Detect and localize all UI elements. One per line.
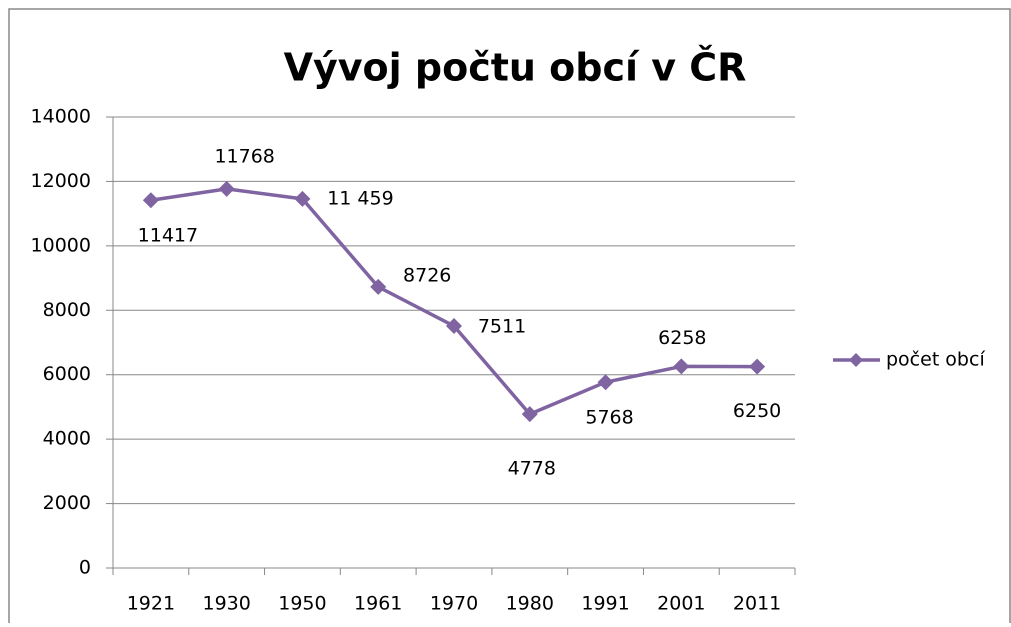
y-tick-label: 12000 bbox=[31, 170, 91, 192]
y-tick-label: 8000 bbox=[43, 299, 91, 321]
y-tick-label: 6000 bbox=[43, 363, 91, 385]
data-point bbox=[218, 180, 235, 197]
data-label: 11768 bbox=[214, 145, 274, 167]
x-tick-label: 1961 bbox=[354, 593, 402, 615]
y-tick-label: 0 bbox=[79, 557, 91, 579]
x-tick-label: 1970 bbox=[430, 593, 478, 615]
x-tick-label: 1921 bbox=[127, 593, 175, 615]
x-tick-label: 1991 bbox=[581, 593, 629, 615]
data-label: 8726 bbox=[403, 264, 451, 286]
data-label: 4778 bbox=[508, 458, 556, 480]
y-tick-label: 14000 bbox=[31, 106, 91, 128]
data-label: 11417 bbox=[138, 225, 198, 247]
data-label: 11 459 bbox=[327, 187, 393, 209]
legend-label: počet obcí bbox=[886, 349, 985, 371]
data-point bbox=[142, 192, 159, 209]
x-tick-label: 1980 bbox=[506, 593, 554, 615]
data-label: 6258 bbox=[658, 327, 706, 349]
data-point bbox=[521, 406, 538, 423]
data-label: 7511 bbox=[478, 316, 526, 338]
y-tick-label: 10000 bbox=[31, 234, 91, 256]
y-tick-label: 4000 bbox=[43, 428, 91, 450]
data-point bbox=[294, 190, 311, 207]
chart-frame bbox=[8, 8, 1011, 627]
x-tick-label: 2011 bbox=[733, 593, 781, 615]
data-point bbox=[597, 374, 614, 391]
legend-marker bbox=[849, 353, 863, 367]
data-label: 6250 bbox=[733, 400, 781, 422]
data-label: 5768 bbox=[585, 407, 633, 429]
x-tick-label: 2001 bbox=[657, 593, 705, 615]
x-tick-label: 1950 bbox=[278, 593, 326, 615]
x-tick-label: 1930 bbox=[202, 593, 250, 615]
data-point bbox=[446, 318, 462, 335]
y-tick-label: 2000 bbox=[43, 492, 91, 514]
data-point bbox=[749, 358, 766, 375]
chart-title: Vývoj počtu obcí v ČR bbox=[284, 46, 747, 90]
data-point bbox=[673, 358, 690, 375]
data-point bbox=[370, 278, 387, 295]
